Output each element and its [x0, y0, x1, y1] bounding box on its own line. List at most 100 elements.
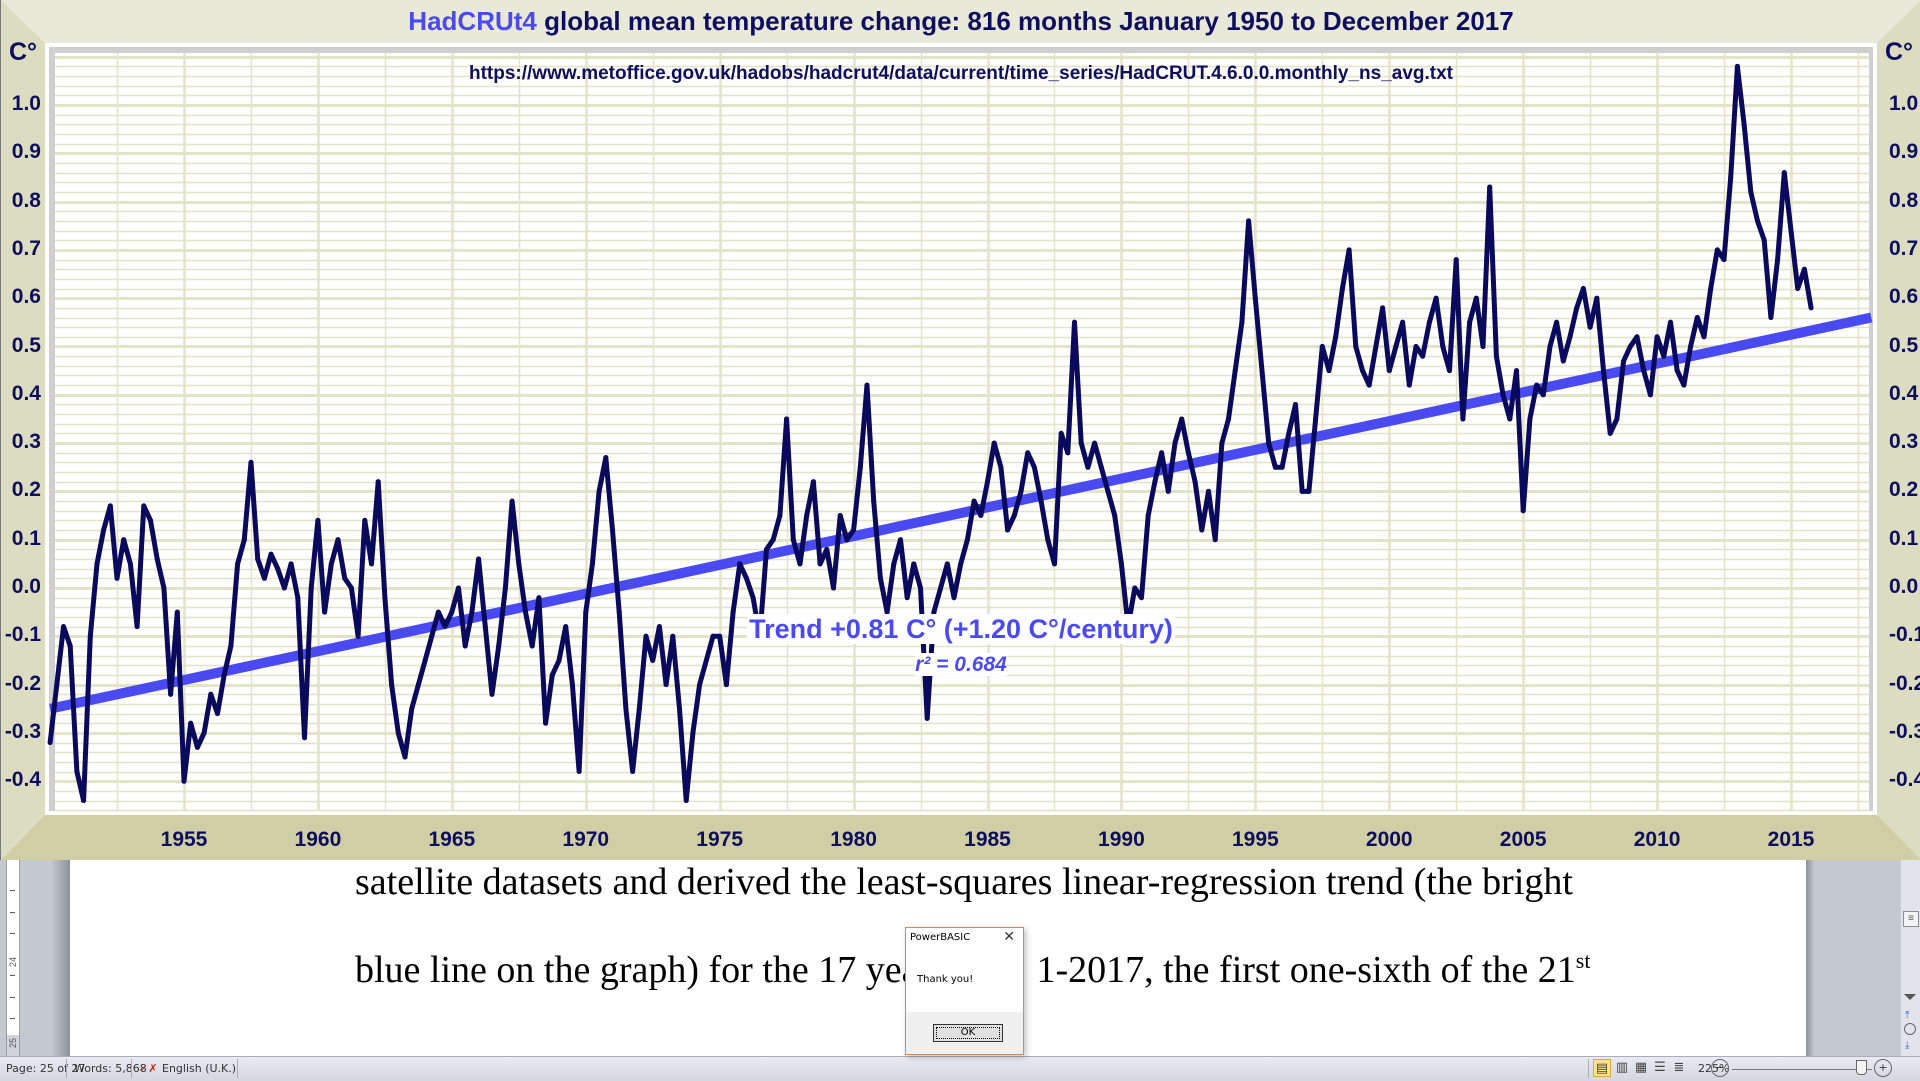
- close-icon[interactable]: ✕: [1003, 929, 1015, 945]
- data-point: [944, 561, 950, 567]
- data-point: [1775, 257, 1781, 263]
- data-point: [121, 537, 127, 543]
- data-point: [1326, 368, 1332, 374]
- vertical-ruler[interactable]: 24 25: [6, 860, 20, 1056]
- data-point: [1714, 247, 1720, 253]
- data-point: [395, 730, 401, 736]
- y-tick-label-right: 0.6: [1889, 285, 1919, 309]
- data-point: [281, 585, 287, 591]
- grid: [55, 53, 1869, 812]
- x-tick-label: 1965: [428, 828, 476, 851]
- data-point: [1768, 315, 1774, 320]
- document-text-line-2: blue line on the graph) for the 17 yea 1-…: [355, 948, 1590, 992]
- data-point: [208, 691, 214, 697]
- data-point: [958, 561, 964, 567]
- data-point: [469, 609, 475, 615]
- data-point: [1031, 464, 1037, 470]
- y-tick-label-left: 0.9: [11, 140, 41, 164]
- r-squared-text: r² = 0.684: [915, 653, 1007, 676]
- full-screen-reading-icon[interactable]: ▥: [1615, 1060, 1629, 1075]
- zoom-in-button[interactable]: +: [1874, 1059, 1892, 1077]
- data-point: [523, 609, 528, 615]
- data-point: [1159, 450, 1165, 456]
- print-layout-icon[interactable]: ▤: [1593, 1059, 1611, 1077]
- data-point: [61, 624, 66, 630]
- page-count[interactable]: Page: 25 of 27: [6, 1062, 86, 1075]
- data-point: [288, 561, 294, 567]
- spellcheck-icon[interactable]: ✓✗: [139, 1062, 158, 1075]
- y-tick-label-left: 0.7: [11, 236, 41, 260]
- data-point: [509, 498, 515, 504]
- data-point: [1266, 440, 1272, 446]
- data-point: [1132, 585, 1138, 591]
- data-point: [1554, 319, 1560, 325]
- data-point: [817, 561, 823, 567]
- y-tick-label-left: -0.3: [4, 719, 41, 743]
- split-view-icon[interactable]: ≡: [1903, 911, 1919, 927]
- data-point: [1098, 464, 1104, 470]
- scroll-down-arrow-icon[interactable]: [1904, 994, 1916, 1000]
- data-point: [1172, 440, 1178, 446]
- zoom-slider-track[interactable]: [1732, 1069, 1872, 1070]
- document-text-line-2-start: blue line on the graph) for the 17 yea: [355, 949, 919, 991]
- data-point: [1018, 488, 1024, 494]
- data-point: [362, 517, 368, 523]
- data-point: [87, 633, 93, 639]
- data-point: [918, 585, 923, 591]
- y-tick-label-left: 0.0: [11, 575, 41, 598]
- data-point: [777, 513, 783, 518]
- y-tick-label-left: 0.6: [11, 285, 41, 309]
- previous-page-icon[interactable]: ⤒: [1905, 1010, 1910, 1021]
- outline-icon[interactable]: ☰: [1654, 1060, 1666, 1075]
- y-axis-unit-right: C°: [1885, 38, 1914, 66]
- dialog-footer: OK: [906, 1012, 1023, 1054]
- data-point: [556, 658, 562, 663]
- data-point: [355, 633, 361, 639]
- language[interactable]: English (U.K.): [162, 1062, 237, 1075]
- next-page-icon[interactable]: ⤓: [1905, 1040, 1910, 1051]
- data-point: [1239, 319, 1245, 325]
- data-point: [1574, 305, 1580, 311]
- ok-button[interactable]: OK: [933, 1024, 1003, 1042]
- draft-icon[interactable]: ≣: [1673, 1060, 1685, 1075]
- data-point: [1641, 368, 1647, 374]
- superscript: st: [1575, 948, 1591, 973]
- data-point: [67, 643, 73, 649]
- r-squared-annotation: r² = 0.684: [881, 653, 1041, 677]
- data-point: [1520, 508, 1526, 514]
- data-point: [623, 706, 629, 712]
- data-point: [174, 609, 180, 615]
- x-tick-label: 1985: [964, 828, 1011, 851]
- page-gutter-left: [24, 860, 70, 1056]
- browse-object-icon[interactable]: [1904, 1023, 1916, 1035]
- data-point: [677, 706, 682, 712]
- data-point: [1567, 334, 1573, 340]
- zoom-out-button[interactable]: −: [1711, 1059, 1729, 1077]
- data-point: [496, 643, 502, 649]
- data-point: [797, 561, 803, 567]
- data-point: [1299, 488, 1305, 494]
- x-tick-label: 1955: [160, 828, 208, 851]
- data-point: [489, 691, 495, 697]
- zoom-slider-handle[interactable]: [1856, 1060, 1867, 1075]
- word-count[interactable]: Words: 5,868: [74, 1062, 147, 1075]
- data-point: [1293, 402, 1298, 407]
- data-point: [114, 575, 120, 581]
- web-layout-icon[interactable]: ▦: [1634, 1060, 1648, 1075]
- y-tick-label-right: -0.1: [1889, 623, 1920, 647]
- data-point: [784, 416, 790, 422]
- vertical-scrollbar[interactable]: ≡ ⤒ ⤓: [1900, 860, 1920, 1056]
- y-tick-label-left: 1.0: [11, 92, 41, 115]
- data-point: [1487, 184, 1493, 190]
- data-point: [275, 566, 281, 572]
- data-point: [442, 624, 448, 630]
- data-point: [1795, 286, 1801, 291]
- data-point: [1460, 416, 1466, 422]
- y-tick-label-right: 0.5: [1889, 333, 1919, 357]
- y-tick-label-right: -0.4: [1889, 768, 1920, 792]
- data-point: [1614, 416, 1620, 422]
- data-point: [215, 711, 220, 717]
- data-point: [1426, 319, 1432, 325]
- data-point: [1467, 319, 1473, 325]
- status-bar: Page: 25 of 27 Words: 5,868 ✓✗ English (…: [0, 1056, 1920, 1081]
